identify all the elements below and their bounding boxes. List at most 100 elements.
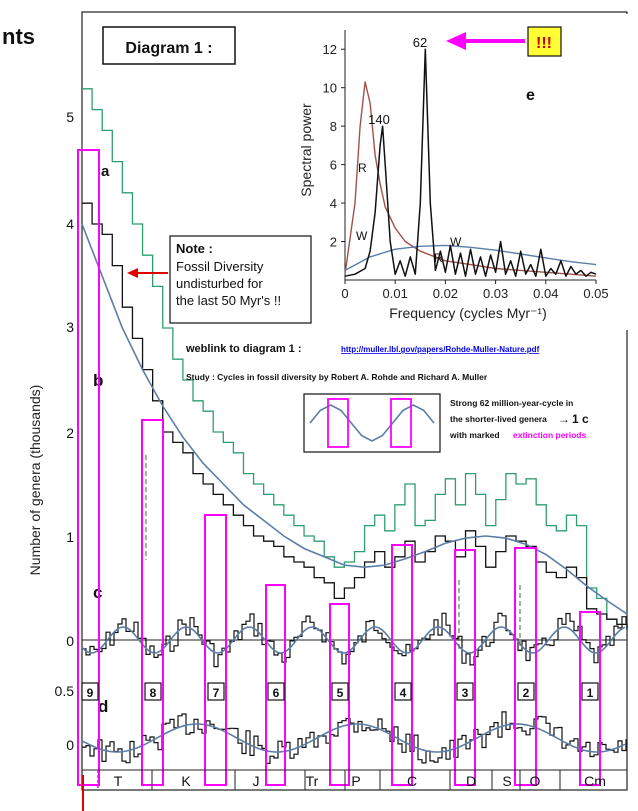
weblink-label: weblink to diagram 1 : (185, 343, 302, 355)
spectral-x-tick-label: 0 (341, 286, 348, 301)
alert-box (527, 26, 562, 57)
peak-140-label: 140 (368, 112, 390, 127)
panel-label-a: a (101, 163, 110, 180)
series-c-line (82, 612, 627, 668)
note-box: Note : Fossil Diversity undisturbed for … (127, 235, 312, 324)
extinction-numbers: 9 8 7 6 5 4 3 2 1 (81, 682, 599, 701)
spectral-series-group (344, 48, 597, 277)
series-d-fit-line (81, 723, 626, 753)
note-line: the last 50 Myr's !! (176, 293, 281, 308)
series-a-line (82, 88, 628, 630)
note-line: undisturbed for (176, 276, 263, 291)
extinction-box (77, 149, 100, 786)
spectral-y-tick-label: 10 (323, 81, 337, 96)
cycle-note-line: the shorter-lived genera (450, 414, 547, 424)
study-text: Study : Cycles in fossil diversity by Ro… (186, 372, 488, 382)
period-label: K (181, 773, 191, 789)
inset-extinction-box (327, 398, 349, 448)
spectral-x-label: Frequency (cycles Myr⁻¹) (389, 305, 547, 321)
y-tick-label: 2 (66, 425, 74, 441)
extinction-number: 2 (523, 686, 530, 700)
extinction-number: 9 (87, 686, 94, 700)
extinction-number: 3 (462, 686, 469, 700)
header-partial-text: nts (2, 24, 35, 49)
spectral-y-tick-label: 6 (330, 158, 337, 173)
series-label-w: W (450, 235, 462, 249)
extinction-box (514, 547, 537, 786)
alert-group: !!! (446, 26, 562, 57)
series-c-fit-line (81, 626, 626, 654)
period-label: Cm (584, 773, 606, 789)
alert-text: !!! (536, 35, 552, 52)
series-label-r: R (358, 161, 367, 175)
cycle-note-suffix: 1 c (572, 412, 589, 426)
magenta-arrow-head (446, 32, 466, 50)
period-label: Tr (306, 773, 319, 789)
note-title: Note : (176, 241, 213, 256)
extinction-box (579, 611, 601, 786)
spectral-power-line (344, 48, 597, 277)
period-label: O (530, 773, 541, 789)
y-tick-label: 5 (66, 109, 74, 125)
cycle-note-line: Strong 62 million-year-cycle in (450, 398, 573, 408)
period-label: D (466, 773, 476, 789)
spectral-y-tick-label: 8 (330, 119, 337, 134)
spectral-y-tick-label: 4 (330, 196, 337, 211)
spectral-w-line (344, 244, 597, 272)
y-tick-label: 1 (66, 529, 74, 545)
panel-label-d: d (98, 697, 108, 716)
diagram-label: Diagram 1 : (125, 40, 212, 57)
period-strip: T K J Tr P C D S O Cm (82, 769, 627, 811)
extinction-box (141, 419, 164, 786)
period-label: P (351, 773, 360, 789)
extinction-number: 7 (213, 686, 220, 700)
note-arrow-head (127, 268, 138, 278)
y-tick-label: 0 (66, 737, 74, 753)
inset-sine-wave (309, 404, 435, 442)
spectral-ticks: 0 0.01 0.02 0.03 0.04 0.05 12 10 8 6 4 2 (323, 42, 609, 301)
spectral-x-tick-label: 0.02 (433, 286, 458, 301)
spectral-y-label: Spectral power (298, 103, 314, 197)
cycle-note-highlight: extinction periods (513, 430, 586, 440)
extinction-box (391, 544, 413, 786)
extinction-number: 5 (337, 686, 344, 700)
spectral-x-tick-label: 0.01 (383, 286, 408, 301)
panel-label-c: c (93, 583, 102, 602)
inset-extinction-box (390, 398, 412, 448)
y-tick-label: 0 (66, 633, 74, 649)
spectral-x-tick-label: 0.05 (583, 286, 608, 301)
extinction-number: 4 (400, 686, 407, 700)
series-label-r: R (434, 251, 443, 265)
extinction-number: 1 (587, 686, 594, 700)
spectral-y-tick-label: 12 (323, 42, 337, 57)
cycle-note-arrow-icon: → (558, 412, 570, 426)
period-label: T (114, 773, 123, 789)
extinction-number: 6 (273, 686, 280, 700)
note-line: Fossil Diversity (176, 259, 264, 274)
weblink-url[interactable]: http://muller.lbl.gov/papers/Rohde-Mulle… (341, 345, 540, 354)
diagram-label-box (102, 26, 236, 65)
series-label-w: W (356, 229, 368, 243)
y-tick-label: 3 (66, 319, 74, 335)
y-tick-label: 0.5 (55, 683, 75, 699)
extinction-box (454, 549, 476, 786)
spectral-y-tick-label: 2 (330, 235, 337, 250)
cycle-note-line: with marked (449, 430, 500, 440)
peak-62-label: 62 (413, 35, 427, 50)
main-plot-frame (81, 11, 628, 791)
period-label: C (407, 773, 417, 789)
y-tick-label: 4 (66, 216, 74, 232)
period-label: J (253, 773, 260, 789)
cycle-inset (303, 393, 441, 453)
spectral-x-tick-label: 0.04 (533, 286, 558, 301)
period-label: S (502, 773, 511, 789)
extinction-number: 8 (150, 686, 157, 700)
extinction-box (265, 584, 286, 786)
extinction-box (204, 514, 227, 786)
main-y-ticks: 5 4 3 2 1 0 0.5 0 (55, 109, 75, 753)
extinction-box (329, 603, 350, 786)
spectral-panel-label: e (526, 87, 535, 104)
spectral-x-tick-label: 0.03 (483, 286, 508, 301)
main-y-axis-label: Number of genera (thousands) (27, 385, 43, 576)
